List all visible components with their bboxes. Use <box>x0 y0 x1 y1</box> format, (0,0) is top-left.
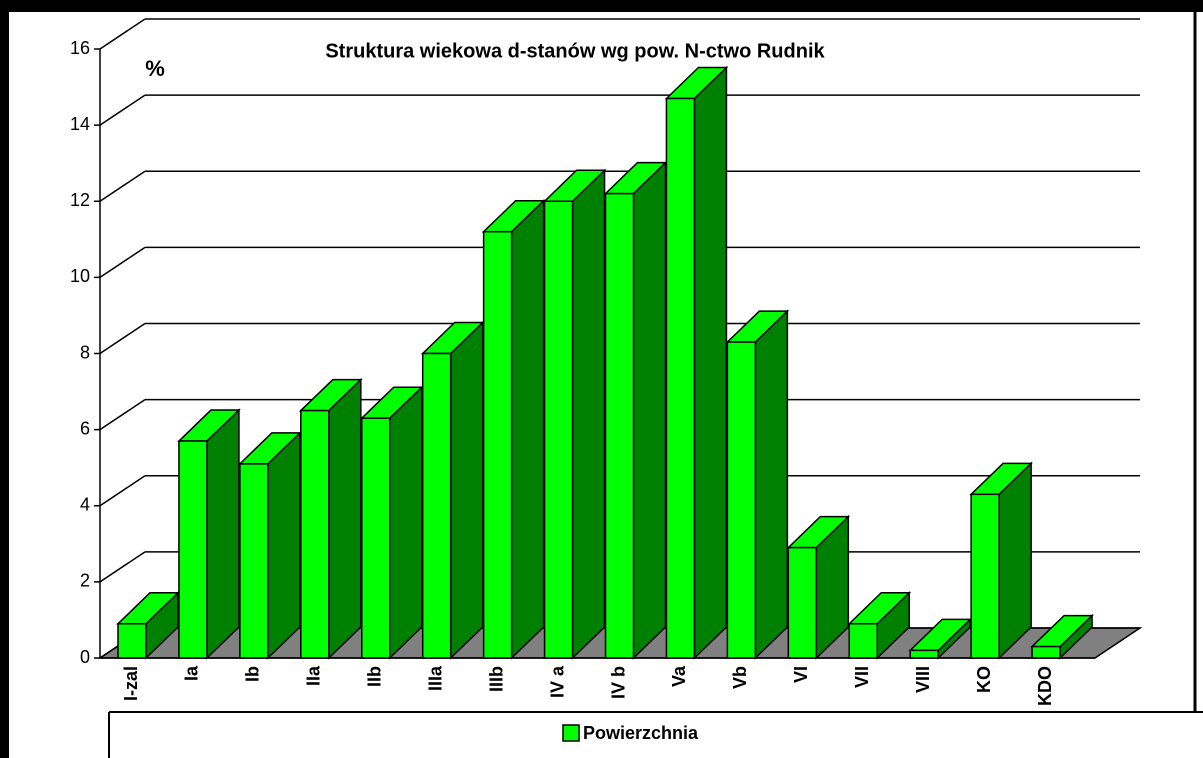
bar <box>361 417 391 659</box>
bar-side <box>267 431 301 660</box>
bar-side <box>510 198 545 660</box>
x-tick-label: Vb <box>730 666 750 689</box>
bar <box>1031 645 1061 659</box>
bar <box>300 409 330 659</box>
y-axis-label: % <box>145 56 165 81</box>
y-tick-label: 6 <box>80 418 90 438</box>
frame-top <box>0 0 1203 12</box>
x-tick-label: IV b <box>608 666 628 699</box>
bar-side <box>998 461 1032 660</box>
bar <box>178 440 208 659</box>
x-tick-label: I-zal <box>121 666 141 701</box>
bar-side <box>206 408 240 660</box>
y-tick-label: 10 <box>70 266 90 286</box>
grid-line <box>99 475 146 507</box>
x-tick-label: IIa <box>304 665 324 686</box>
x-tick-label: KO <box>974 666 994 693</box>
bar <box>665 97 696 659</box>
bar-side <box>693 65 728 660</box>
grid-line <box>99 18 146 50</box>
bar <box>604 192 635 659</box>
legend-swatch <box>562 724 580 742</box>
chart-title: Struktura wiekowa d-stanów wg pow. N-ctw… <box>325 40 825 62</box>
grid-line <box>99 551 146 583</box>
x-tick-label: Ib <box>243 666 263 682</box>
x-tick-label: IIIa <box>425 665 445 691</box>
y-tick-label: 4 <box>80 495 90 515</box>
grid-line <box>99 246 146 278</box>
bar <box>970 493 1000 659</box>
x-tick-label: VII <box>852 666 872 688</box>
x-tick-label: IV a <box>547 665 567 698</box>
bar <box>787 546 818 659</box>
bar-side <box>389 385 423 660</box>
bar-side <box>328 377 362 660</box>
bar <box>421 352 452 659</box>
bar <box>848 622 878 659</box>
y-tick-label: 8 <box>80 342 90 362</box>
x-tick-label: IIIb <box>486 666 506 692</box>
y-tick-label: 12 <box>70 190 90 210</box>
grid-line <box>99 94 146 126</box>
y-tick-label: 16 <box>70 38 90 58</box>
legend-label: Powierzchnia <box>583 723 699 743</box>
x-tick-label: IIb <box>365 666 385 687</box>
x-tick-label: VIII <box>913 666 933 693</box>
x-tick-label: Ia <box>182 665 202 681</box>
grid-line <box>99 399 146 431</box>
bar-side <box>632 160 667 660</box>
bar <box>239 463 269 659</box>
frame-left <box>0 0 9 758</box>
bar <box>909 649 939 659</box>
grid-line <box>99 170 146 202</box>
x-tick-label: Va <box>669 665 689 687</box>
bar <box>482 230 513 659</box>
y-tick-label: 2 <box>80 571 90 591</box>
bar <box>543 200 574 659</box>
y-tick-label: 14 <box>70 114 90 134</box>
x-tick-label: VI <box>791 666 811 683</box>
bar-side <box>571 168 606 660</box>
y-tick-label: 0 <box>80 647 90 667</box>
bar <box>726 341 757 659</box>
grid-line <box>99 322 146 355</box>
bar <box>117 622 147 659</box>
bar-side <box>754 309 789 660</box>
bar-side <box>449 320 484 660</box>
x-tick-label: KDO <box>1035 666 1055 706</box>
